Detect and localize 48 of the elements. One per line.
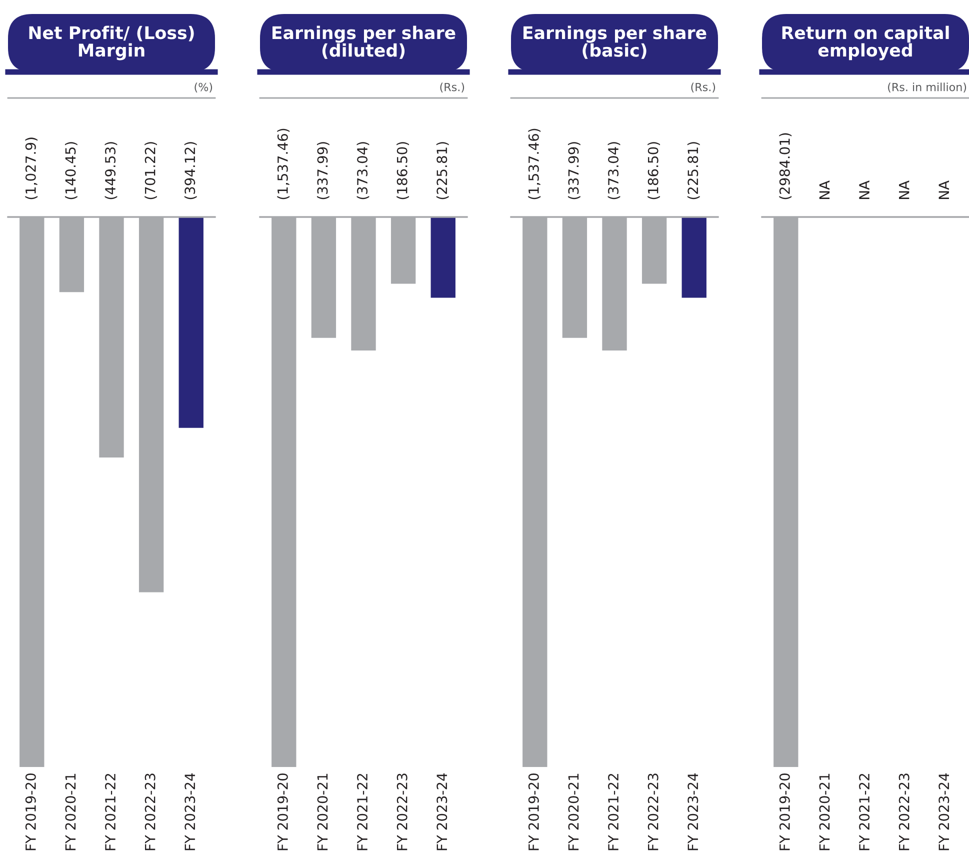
x-tick-label: FY 2020-21: [317, 774, 328, 850]
chart-subtitle: (Rs.): [691, 82, 716, 93]
x-tick-label: FY 2019-20: [25, 773, 36, 850]
data-label: (337.99): [568, 142, 580, 200]
data-label: (701.22): [144, 142, 157, 200]
data-label: (2984.01): [779, 133, 792, 200]
chart-title: Return on capital employed: [782, 26, 949, 60]
x-tick-label: FY 2023-24: [436, 773, 448, 850]
x-tick-label: FY 2022-23: [396, 774, 408, 850]
data-label: (1,027.9): [25, 138, 38, 200]
chart-title: Earnings per share (diluted): [272, 26, 456, 59]
x-tick-label: FY 2023-24: [688, 773, 698, 850]
x-tick-label: FY 2020-21: [819, 774, 830, 850]
chart-title: Earnings per share (basic): [524, 26, 706, 59]
x-tick-label: FY 2023-24: [938, 773, 950, 850]
x-tick-label: FY 2020-21: [568, 774, 579, 850]
x-tick-label: FY 2022-23: [144, 774, 156, 850]
data-label: (449.53): [104, 142, 118, 200]
x-tick-label: FY 2019-20: [277, 773, 288, 850]
chart-subtitle: (Rs. in million): [888, 82, 966, 93]
x-tick-label: FY 2019-20: [528, 773, 539, 850]
x-tick-label: FY 2022-23: [898, 774, 910, 850]
x-tick-label: FY 2023-24: [184, 773, 196, 850]
x-tick-label: FY 2021-22: [608, 774, 619, 850]
data-label: (373.04): [356, 142, 370, 200]
data-label: (1,537.46): [528, 128, 541, 200]
data-label: (1,537.46): [277, 128, 290, 200]
chart-subtitle: (Rs.): [440, 82, 464, 93]
x-tick-label: FY 2022-23: [648, 774, 658, 850]
x-tick-label: FY 2021-22: [105, 774, 116, 850]
text: NA: [938, 180, 949, 199]
data-label: (186.50): [648, 142, 660, 200]
x-tick-label: FY 2020-21: [65, 774, 76, 850]
text: NA: [859, 180, 870, 199]
data-label: (225.81): [436, 142, 449, 200]
text: NA: [899, 180, 910, 199]
data-label: (337.99): [316, 142, 330, 200]
data-label: (140.45): [64, 142, 78, 200]
chart-subtitle: (%): [194, 82, 212, 93]
data-label: (186.50): [396, 142, 409, 200]
x-tick-label: FY 2021-22: [357, 774, 368, 850]
x-tick-label: FY 2019-20: [779, 773, 790, 850]
data-label: (225.81): [687, 142, 700, 200]
data-label: (394.12): [184, 142, 197, 200]
text: NA: [819, 180, 830, 199]
data-label: (373.04): [608, 142, 620, 200]
x-tick-label: FY 2021-22: [859, 774, 870, 850]
chart-title: Net Profit/ (Loss) Margin: [29, 26, 194, 60]
